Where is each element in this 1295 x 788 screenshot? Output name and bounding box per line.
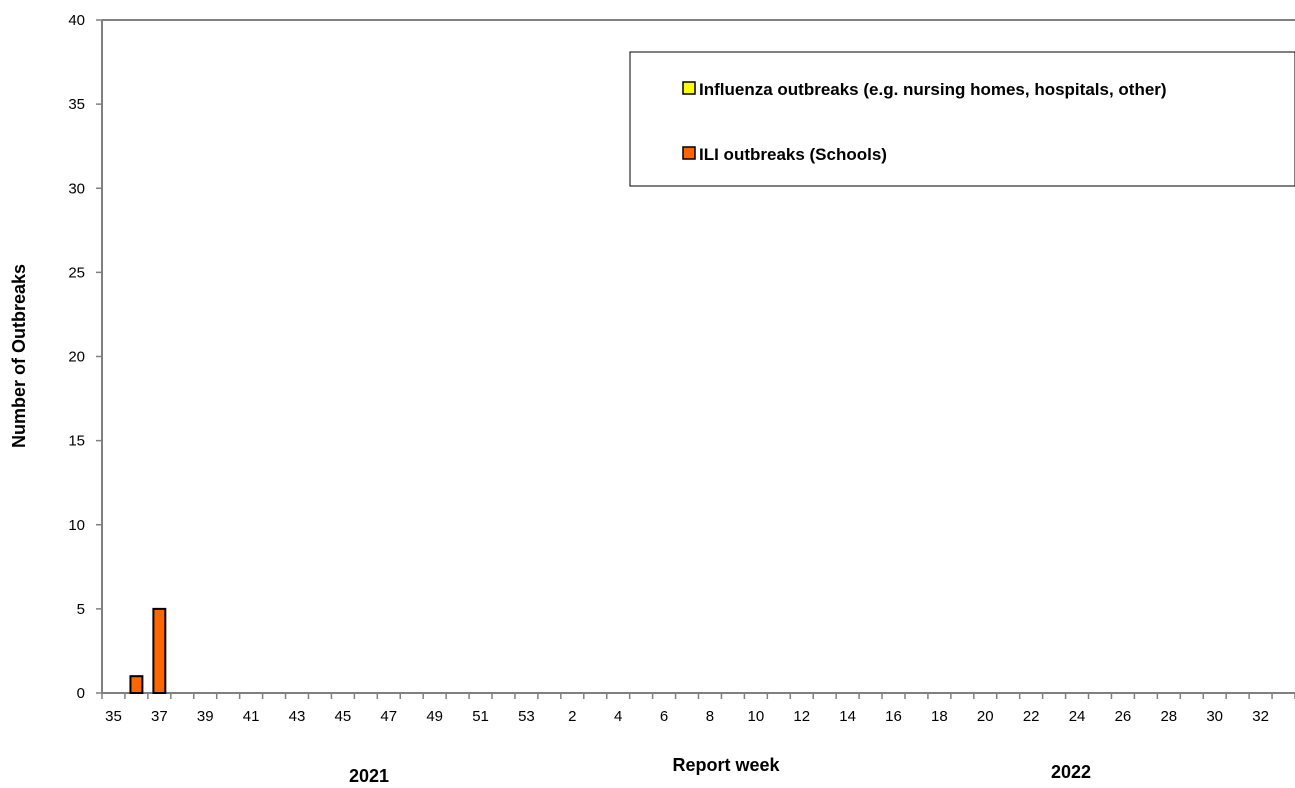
y-tick-label-40: 40	[68, 12, 85, 29]
x-tick-label-43: 43	[289, 708, 306, 725]
x-tick-label-35: 35	[105, 708, 122, 725]
legend: Influenza outbreaks (e.g. nursing homes,…	[629, 51, 1295, 187]
x-tick-label-14: 14	[839, 708, 856, 725]
y-tick-label-5: 5	[77, 601, 85, 618]
legend-box	[629, 51, 1295, 187]
legend-swatch-ili	[682, 146, 696, 160]
legend-label-ili: ILI outbreaks (Schools)	[699, 145, 887, 164]
x-tick-label-22: 22	[1023, 708, 1040, 725]
y-axis: 0 5 10 15 20 25 30 35 40	[68, 12, 102, 702]
x-tick-label-2: 2	[568, 708, 576, 725]
x-tick-label-32: 32	[1252, 708, 1269, 725]
x-axis: 35 37 39 41 43 45 47 49 51 53 2 4 6 8 10 12 14 16 18 20 22 24…	[101, 693, 1295, 725]
bars	[129, 607, 167, 694]
x-tick-label-6: 6	[660, 708, 668, 725]
x-tick-label-18: 18	[931, 708, 948, 725]
y-tick-label-20: 20	[68, 349, 85, 366]
x-tick-label-16: 16	[885, 708, 902, 725]
y-tick-label-0: 0	[77, 685, 85, 702]
x-tick-label-28: 28	[1160, 708, 1177, 725]
x-axis-title: Report week	[672, 755, 780, 775]
x-tick-label-8: 8	[706, 708, 714, 725]
x-tick-label-39: 39	[197, 708, 214, 725]
y-tick-label-25: 25	[68, 264, 85, 281]
y-axis-title: Number of Outbreaks	[9, 264, 29, 448]
y-tick-label-35: 35	[68, 96, 85, 113]
x-tick-label-24: 24	[1069, 708, 1086, 725]
x-tick-label-4: 4	[614, 708, 622, 725]
x-tick-label-45: 45	[335, 708, 352, 725]
year-label-2022: 2022	[1051, 762, 1091, 782]
y-tick-label-10: 10	[68, 517, 85, 534]
x-tick-label-53: 53	[518, 708, 535, 725]
x-tick-label-20: 20	[977, 708, 994, 725]
x-tick-label-10: 10	[748, 708, 765, 725]
legend-swatch-influenza	[682, 81, 696, 95]
bar-ili-week-36	[129, 675, 144, 694]
y-tick-label-15: 15	[68, 433, 85, 450]
x-tick-label-12: 12	[793, 708, 810, 725]
x-tick-label-41: 41	[243, 708, 260, 725]
bar-ili-week-37	[152, 607, 167, 694]
x-tick-label-37: 37	[151, 708, 168, 725]
x-tick-label-51: 51	[472, 708, 489, 725]
y-tick-label-30: 30	[68, 180, 85, 197]
x-tick-label-30: 30	[1206, 708, 1223, 725]
legend-label-influenza: Influenza outbreaks (e.g. nursing homes,…	[699, 80, 1167, 99]
x-tick-label-26: 26	[1115, 708, 1132, 725]
x-tick-label-49: 49	[426, 708, 443, 725]
year-label-2021: 2021	[349, 766, 389, 786]
x-tick-label-47: 47	[380, 708, 397, 725]
